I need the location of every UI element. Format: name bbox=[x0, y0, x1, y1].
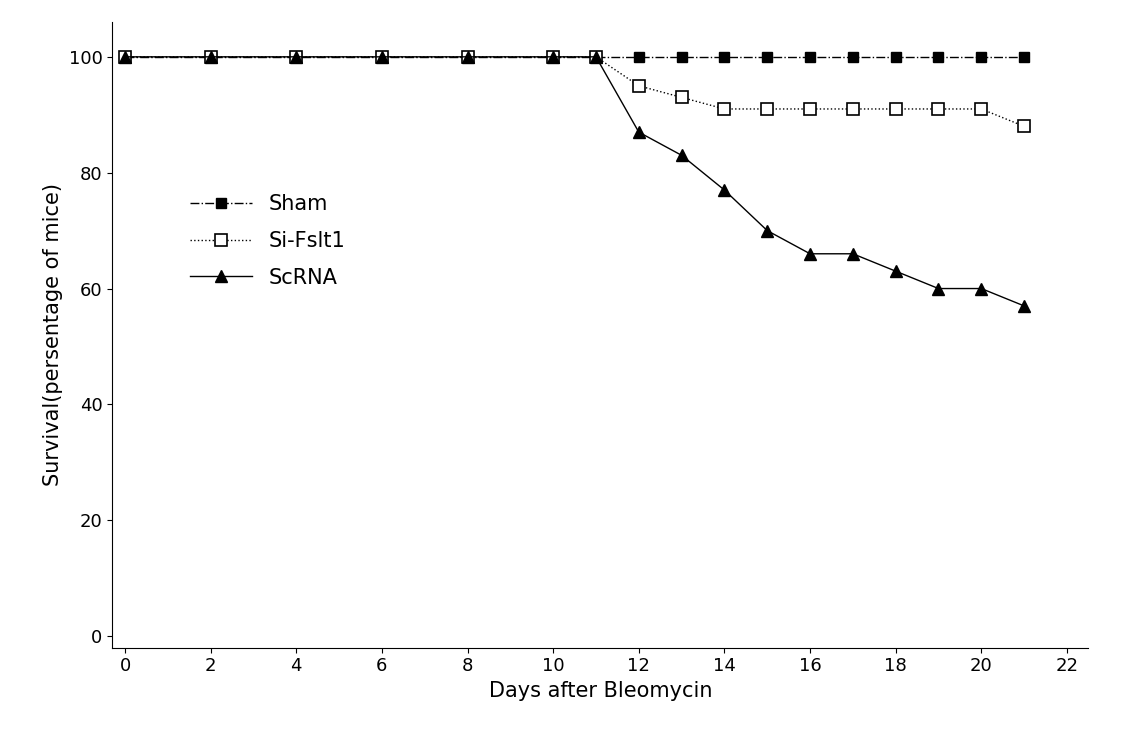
Sham bbox=[289, 52, 303, 61]
Sham bbox=[118, 52, 131, 61]
Sham bbox=[889, 52, 902, 61]
Sham bbox=[718, 52, 732, 61]
Si-Fslt1 bbox=[546, 52, 560, 61]
ScRNA bbox=[375, 52, 388, 61]
ScRNA bbox=[975, 284, 988, 293]
Si-Fslt1 bbox=[204, 52, 218, 61]
Sham bbox=[846, 52, 859, 61]
Si-Fslt1 bbox=[632, 82, 645, 91]
Line: Si-Fslt1: Si-Fslt1 bbox=[119, 52, 1030, 132]
Sham bbox=[461, 52, 475, 61]
Si-Fslt1 bbox=[589, 52, 603, 61]
Si-Fslt1 bbox=[674, 93, 688, 102]
Sham bbox=[803, 52, 817, 61]
Si-Fslt1 bbox=[846, 105, 859, 113]
ScRNA bbox=[931, 284, 945, 293]
Si-Fslt1 bbox=[118, 52, 131, 61]
Si-Fslt1 bbox=[461, 52, 475, 61]
ScRNA bbox=[289, 52, 303, 61]
Legend: Sham, Si-Fslt1, ScRNA: Sham, Si-Fslt1, ScRNA bbox=[181, 186, 353, 296]
ScRNA bbox=[1018, 302, 1031, 311]
Sham bbox=[632, 52, 645, 61]
Si-Fslt1 bbox=[1018, 122, 1031, 131]
Si-Fslt1 bbox=[718, 105, 732, 113]
Sham bbox=[975, 52, 988, 61]
ScRNA bbox=[718, 185, 732, 194]
ScRNA bbox=[889, 266, 902, 275]
ScRNA bbox=[546, 52, 560, 61]
Line: ScRNA: ScRNA bbox=[119, 51, 1030, 312]
ScRNA bbox=[118, 52, 131, 61]
Si-Fslt1 bbox=[931, 105, 945, 113]
Si-Fslt1 bbox=[803, 105, 817, 113]
Si-Fslt1 bbox=[375, 52, 388, 61]
Y-axis label: Survival(persentage of mice): Survival(persentage of mice) bbox=[43, 183, 63, 486]
Si-Fslt1 bbox=[289, 52, 303, 61]
ScRNA bbox=[803, 250, 817, 258]
ScRNA bbox=[461, 52, 475, 61]
Sham bbox=[546, 52, 560, 61]
Si-Fslt1 bbox=[975, 105, 988, 113]
ScRNA bbox=[204, 52, 218, 61]
ScRNA bbox=[846, 250, 859, 258]
ScRNA bbox=[589, 52, 603, 61]
Line: Sham: Sham bbox=[120, 52, 1029, 62]
Sham bbox=[761, 52, 774, 61]
ScRNA bbox=[632, 128, 645, 137]
Sham bbox=[375, 52, 388, 61]
Si-Fslt1 bbox=[889, 105, 902, 113]
ScRNA bbox=[674, 151, 688, 160]
ScRNA bbox=[761, 226, 774, 235]
Si-Fslt1 bbox=[761, 105, 774, 113]
X-axis label: Days after Bleomycin: Days after Bleomycin bbox=[488, 681, 712, 701]
Sham bbox=[674, 52, 688, 61]
Sham bbox=[931, 52, 945, 61]
Sham bbox=[1018, 52, 1031, 61]
Sham bbox=[204, 52, 218, 61]
Sham bbox=[589, 52, 603, 61]
